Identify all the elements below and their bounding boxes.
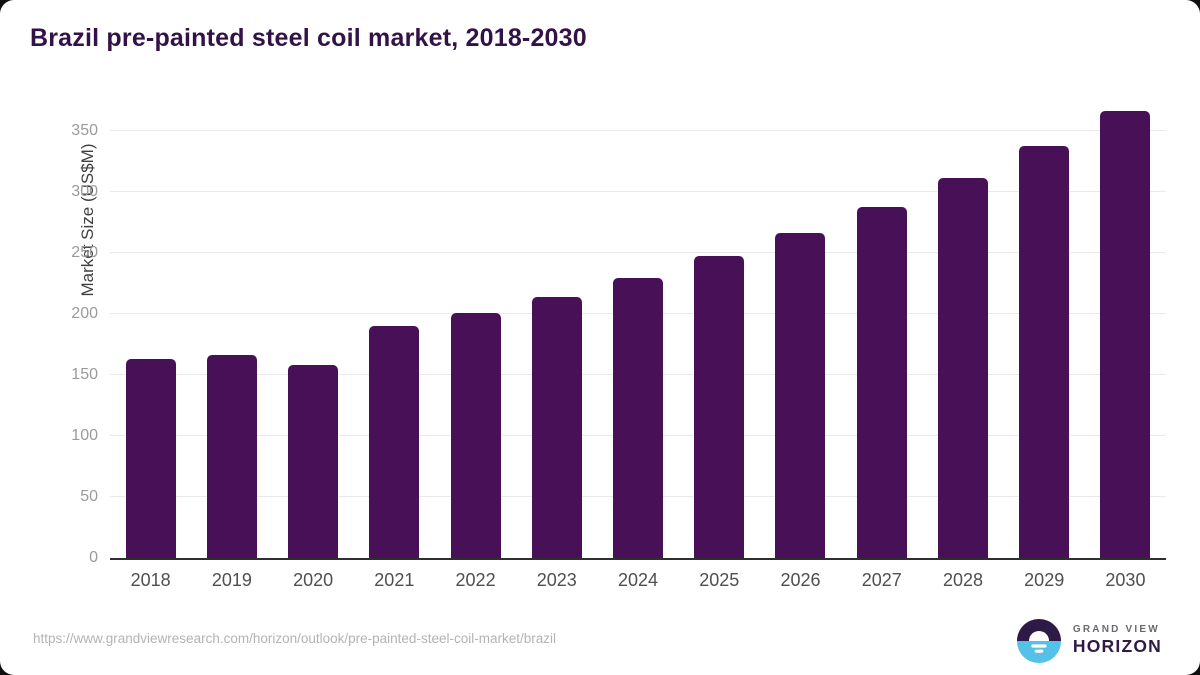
bar-band-2030: 2030 xyxy=(1085,100,1166,590)
bar-band-2023: 2023 xyxy=(516,100,597,590)
x-tick-label-2030: 2030 xyxy=(1105,570,1146,590)
x-tick-label-2020: 2020 xyxy=(293,570,334,590)
x-tick-label-2027: 2027 xyxy=(861,570,902,590)
y-tick-label-0: 0 xyxy=(89,549,98,566)
bar-band-2021: 2021 xyxy=(354,100,435,590)
bar-2018 xyxy=(125,358,176,558)
bar-2024 xyxy=(613,278,664,558)
y-axis-title: Market Size (US$M) xyxy=(78,143,97,297)
bar-2026 xyxy=(775,233,826,558)
bar-2021 xyxy=(369,325,420,558)
bar-band-2025: 2025 xyxy=(679,100,760,590)
logo-horizon-label: HORIZON xyxy=(1072,636,1162,657)
brand-logo: GRAND VIEW HORIZON xyxy=(1016,616,1162,666)
brand-logo-text: GRAND VIEW HORIZON xyxy=(1073,624,1162,658)
x-tick-label-2023: 2023 xyxy=(536,570,577,590)
gridline-250 xyxy=(110,251,1166,253)
bar-2020 xyxy=(288,365,339,558)
y-tick-label-300: 300 xyxy=(71,182,98,200)
bar-band-2029: 2029 xyxy=(1004,100,1085,590)
x-tick-label-2021: 2021 xyxy=(374,570,415,590)
logo-grand-view-label: GRAND VIEW xyxy=(1072,623,1160,635)
x-tick-label-2028: 2028 xyxy=(942,570,983,590)
bar-2023 xyxy=(531,296,582,558)
bar-band-2026: 2026 xyxy=(760,100,841,590)
y-tick-label-200: 200 xyxy=(71,304,98,322)
bar-2030 xyxy=(1100,111,1151,558)
gridline-350 xyxy=(110,129,1166,131)
bar-2028 xyxy=(937,178,988,558)
gridline-300 xyxy=(110,190,1166,192)
bar-2029 xyxy=(1019,146,1070,558)
bar-series: 2018 2019 2020 2021 2022 2023 2024 2025 2026 2027… xyxy=(110,100,1166,590)
page-title: Brazil pre-painted steel coil market, 20… xyxy=(30,24,587,52)
bar-band-2022: 2022 xyxy=(435,100,516,590)
bar-band-2018: 2018 xyxy=(110,100,191,590)
x-tick-label-2024: 2024 xyxy=(618,570,659,590)
bar-2025 xyxy=(694,256,745,558)
y-tick-label-150: 150 xyxy=(71,365,98,383)
bar-band-2028: 2028 xyxy=(922,100,1003,590)
y-tick-label-50: 50 xyxy=(80,487,98,505)
x-tick-label-2022: 2022 xyxy=(455,570,496,590)
x-tick-label-2025: 2025 xyxy=(699,570,740,590)
x-tick-label-2026: 2026 xyxy=(780,570,821,590)
x-tick-label-2019: 2019 xyxy=(211,570,252,590)
bar-2019 xyxy=(206,355,257,558)
bar-2027 xyxy=(856,207,907,558)
x-tick-label-2029: 2029 xyxy=(1024,570,1065,590)
bar-band-2019: 2019 xyxy=(191,100,272,590)
source-url: https://www.grandviewresearch.com/horizo… xyxy=(33,631,556,646)
bar-2022 xyxy=(450,312,501,558)
y-tick-label-350: 350 xyxy=(71,121,98,139)
y-tick-label-250: 250 xyxy=(71,243,98,261)
bar-band-2027: 2027 xyxy=(841,100,922,590)
bar-band-2024: 2024 xyxy=(597,100,678,590)
y-tick-label-100: 100 xyxy=(71,426,98,444)
x-tick-label-2018: 2018 xyxy=(130,570,171,590)
plot-area: 2018 2019 2020 2021 2022 2023 2024 2025 2026 2027… xyxy=(71,100,1166,590)
bar-band-2020: 2020 xyxy=(272,100,353,590)
horizon-sunrise-icon xyxy=(1016,618,1061,664)
